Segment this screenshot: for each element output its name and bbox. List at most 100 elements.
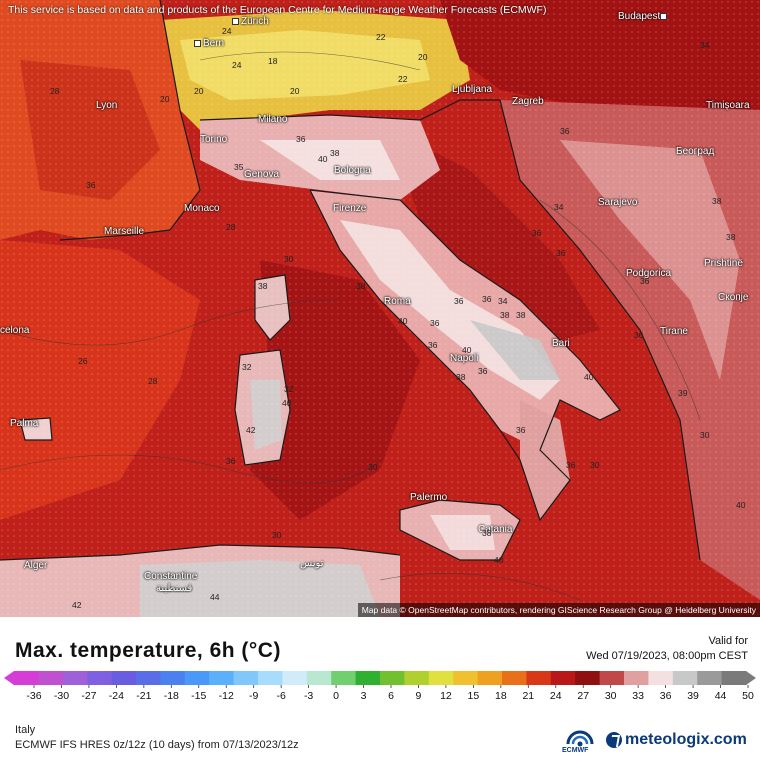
city-label[interactable]: Zürich: [232, 16, 269, 27]
isoline-label: 28: [148, 376, 158, 386]
city-label[interactable]: Torino: [200, 134, 228, 145]
isoline-label: 18: [268, 56, 278, 66]
isoline-label: 40: [494, 555, 504, 565]
scale-tick-label: 39: [687, 690, 699, 702]
city-label[interactable]: Firenze: [333, 203, 367, 214]
city-label[interactable]: Alger: [24, 560, 48, 571]
scale-swatch: [87, 671, 113, 685]
isoline-label: 36: [430, 318, 440, 328]
scale-swatch: [136, 671, 161, 685]
ecmwf-label: ECMWF: [562, 747, 589, 754]
city-label[interactable]: Catania: [478, 524, 513, 535]
city-label[interactable]: Podgorica: [626, 268, 672, 279]
city-label[interactable]: celona: [0, 325, 30, 336]
isoline-label: 20: [418, 52, 428, 62]
scale-swatch: [282, 671, 308, 685]
scale-tick-label: -15: [191, 690, 206, 702]
scale-swatch: [111, 671, 137, 685]
scale-tick-label: -24: [109, 690, 124, 702]
city-label[interactable]: Bari: [552, 338, 570, 349]
city-label[interactable]: Ljubljana: [452, 84, 493, 95]
scale-swatch: [355, 671, 381, 685]
scale-swatch: [550, 671, 576, 685]
scale-tick-label: -36: [26, 690, 41, 702]
isoline-label: 40: [736, 500, 746, 510]
city-label[interactable]: Prishtinë: [704, 258, 743, 269]
city-label[interactable]: Milano: [258, 114, 288, 125]
scale-tick-label: 21: [522, 690, 534, 702]
isoline-label: 36: [640, 276, 650, 286]
isoline-label: 28: [50, 86, 60, 96]
isoline-label: 38: [500, 310, 510, 320]
city-label[interactable]: Timișoara: [706, 100, 750, 111]
isoline-label: 30: [284, 254, 294, 264]
scale-swatch: [477, 671, 503, 685]
city-label[interactable]: Constantine: [144, 571, 198, 582]
city-label[interactable]: Palma: [10, 418, 39, 429]
isoline-label: 39: [678, 388, 688, 398]
scale-swatch: [575, 671, 601, 685]
scale-tick-label: 30: [605, 690, 617, 702]
isoline-label: 36: [556, 248, 566, 258]
isotherm-lines: [0, 51, 701, 601]
scale-swatch: [258, 671, 283, 685]
scale-swatch: [697, 671, 723, 685]
valid-label: Valid for: [708, 635, 748, 647]
scale-tick-label: -9: [249, 690, 258, 702]
isoline-label: 20: [194, 86, 204, 96]
scale-tick-label: 50: [742, 690, 754, 702]
scale-tick-label: 15: [468, 690, 480, 702]
scale-swatch: [526, 671, 552, 685]
scale-tick-label: 33: [632, 690, 644, 702]
city-label[interactable]: تونس: [300, 558, 324, 569]
isoline-label: 36: [478, 366, 488, 376]
isoline-label: 38: [482, 528, 492, 538]
isoline-label: 30: [590, 460, 600, 470]
city-label[interactable]: Genova: [244, 169, 280, 180]
scale-tick-label: -27: [81, 690, 96, 702]
city-label[interactable]: Marseille: [104, 226, 145, 237]
city-label[interactable]: Zagreb: [512, 96, 544, 107]
ecmwf-logo[interactable]: [562, 728, 598, 756]
isoline-label: 42: [72, 600, 82, 610]
city-label[interactable]: Bologna: [334, 165, 371, 176]
scale-tick-label: -12: [219, 690, 234, 702]
isoline-label: 38: [726, 232, 736, 242]
scale-swatch: [233, 671, 259, 685]
city-label[interactable]: Sarajevo: [598, 197, 638, 208]
isoline-label: 38: [712, 196, 722, 206]
isoline-label: 22: [376, 32, 386, 42]
map-footer: Max. temperature, 6h (°C) Valid for Wed …: [0, 617, 760, 760]
city-label[interactable]: Budapest: [618, 11, 669, 22]
isoline-label: 36: [86, 180, 96, 190]
isoline-label: 44: [210, 592, 220, 602]
city-label[interactable]: Napoli: [450, 353, 479, 364]
attribution-bottom: Map data © OpenStreetMap contributors, r…: [357, 603, 760, 617]
city-label[interactable]: Скопје: [718, 292, 749, 303]
scale-tick-label: -21: [136, 690, 151, 702]
meteologix-brand[interactable]: meteologix.com: [606, 731, 747, 749]
city-label[interactable]: Bern: [194, 38, 224, 49]
city-label[interactable]: Tirane: [660, 326, 688, 337]
valid-time: Wed 07/19/2023, 08:00pm CEST: [586, 650, 748, 662]
scale-arrow-right: [746, 671, 756, 685]
isoline-label: 20: [290, 86, 300, 96]
city-label[interactable]: Monaco: [184, 203, 220, 214]
scale-tick-label: 27: [577, 690, 589, 702]
isoline-label: 36: [454, 296, 464, 306]
scale-swatch: [209, 671, 235, 685]
weather-map[interactable]: This service is based on data and produc…: [0, 0, 760, 617]
city-label[interactable]: Lyon: [96, 100, 118, 111]
isoline-label: 28: [226, 222, 236, 232]
scale-swatch: [14, 671, 39, 685]
city-label[interactable]: قسنطينة: [156, 583, 193, 594]
meteologix-icon: [606, 731, 622, 748]
isoline-label: 34: [498, 296, 508, 306]
isoline-label: 36: [296, 134, 306, 144]
city-label[interactable]: Palermo: [410, 492, 448, 503]
city-label[interactable]: Београд: [676, 146, 715, 157]
scale-arrow-left: [4, 671, 14, 685]
isoline-label: 32: [242, 362, 252, 372]
city-label[interactable]: Roma: [384, 296, 411, 307]
isoline-label: 40: [282, 398, 292, 408]
